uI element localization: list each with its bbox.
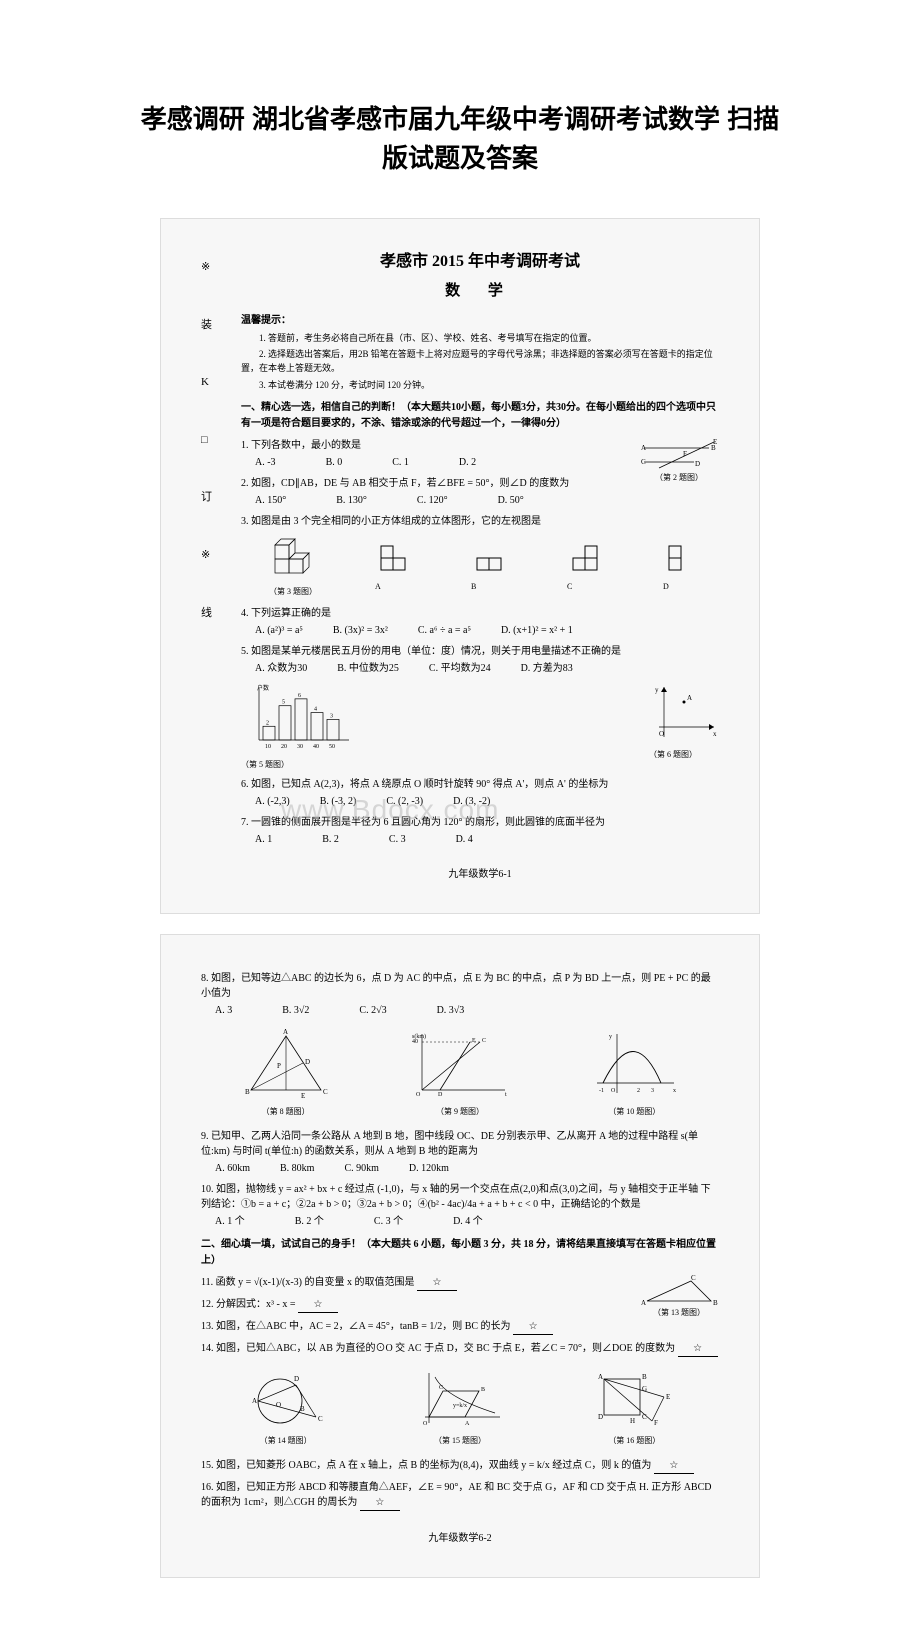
- svg-text:50: 50: [329, 744, 335, 750]
- svg-text:20: 20: [281, 744, 287, 750]
- exam-title: 孝感市 2015 年中考调研考试: [241, 249, 719, 275]
- binding-annotations: ※ 装 K □ 订 ※ 线: [201, 259, 212, 662]
- page2-footer: 九年级数学6-2: [201, 1531, 719, 1547]
- question-8: 8. 如图，已知等边△ABC 的边长为 6，点 D 为 AC 的中点，点 E 为…: [201, 971, 719, 1018]
- svg-text:C: C: [641, 458, 646, 466]
- svg-text:F: F: [683, 450, 687, 458]
- q16-figure: A B C D E F G H （第 16 题图）: [594, 1367, 674, 1448]
- svg-text:D: D: [598, 1413, 603, 1421]
- svg-text:B: B: [642, 1373, 647, 1381]
- svg-text:O: O: [423, 1421, 428, 1427]
- svg-text:O: O: [659, 730, 664, 738]
- svg-text:C: C: [318, 1415, 323, 1423]
- svg-text:y: y: [609, 1034, 612, 1040]
- svg-text:D: D: [695, 460, 700, 468]
- svg-text:4: 4: [314, 707, 317, 713]
- svg-text:3: 3: [330, 714, 333, 720]
- question-14: 14. 如图，已知△ABC，以 AB 为直径的⊙O 交 AC 于点 D，交 BC…: [201, 1341, 719, 1357]
- question-7: 7. 一圆锥的侧面展开图是半径为 6 且圆心角为 120° 的扇形，则此圆锥的底…: [241, 815, 719, 847]
- question-3: 3. 如图是由 3 个完全相同的小正方体组成的立体图形，它的左视图是 （第 3 …: [241, 514, 719, 598]
- q10-figure: -1 O 2 3 x y （第 10 题图）: [589, 1028, 679, 1119]
- hint-2: 2. 选择题选出答案后，用2B 铅笔在答题卡上将对应题号的字母代号涂黑；非选择题…: [241, 347, 719, 376]
- svg-text:G: G: [642, 1385, 647, 1393]
- svg-text:C: C: [691, 1275, 696, 1282]
- svg-text:2: 2: [637, 1088, 640, 1094]
- svg-text:B: B: [713, 1299, 718, 1307]
- section-1-header: 一、精心选一选，相信自己的判断！（本大题共10小题，每小题3分，共30分。在每小…: [241, 400, 719, 432]
- page-2-scan: 8. 如图，已知等边△ABC 的边长为 6，点 D 为 AC 的中点，点 E 为…: [160, 934, 760, 1578]
- svg-text:F: F: [654, 1419, 658, 1427]
- q2-figure: A B C D E F （第 2 题图）: [639, 438, 719, 484]
- svg-text:H: H: [630, 1417, 635, 1425]
- svg-text:D: D: [294, 1375, 299, 1383]
- q6-figure: O x y A （第 6 题图）: [649, 682, 719, 771]
- svg-text:A: A: [687, 694, 692, 702]
- question-13: 13. 如图，在△ABC 中，AC = 2，∠A = 45°，tanB = 1/…: [201, 1319, 719, 1335]
- svg-text:-1: -1: [599, 1088, 604, 1094]
- svg-text:A: A: [598, 1373, 603, 1381]
- section-2-header: 二、细心填一填，试试自己的身手！（本大题共 6 小题，每小题 3 分，共 18 …: [201, 1237, 719, 1269]
- svg-text:6: 6: [298, 693, 301, 699]
- svg-text:D: D: [305, 1058, 310, 1066]
- page-1-scan: ※ 装 K □ 订 ※ 线 孝感市 2015 年中考调研考试 数 学 温馨提示：…: [160, 218, 760, 914]
- question-1: A B C D E F （第 2 题图） 1. 下列各数中，最小的数是 A. -…: [241, 438, 719, 470]
- q13-figure: A B C （第 13 题图）: [639, 1275, 719, 1319]
- svg-text:B: B: [481, 1387, 485, 1393]
- svg-text:3: 3: [651, 1088, 654, 1094]
- svg-text:D: D: [438, 1092, 443, 1098]
- question-4: 4. 下列运算正确的是 A. (a²)³ = a⁵ B. (3x)² = 3x²…: [241, 606, 719, 638]
- svg-text:5: 5: [282, 700, 285, 706]
- hint-1: 1. 答题前，考生务必将自己所在县（市、区）、学校、姓名、考号填写在指定的位置。: [241, 331, 719, 345]
- question-9: 9. 已知甲、乙两人沿同一条公路从 A 地到 B 地，图中线段 OC、DE 分别…: [201, 1129, 719, 1176]
- document-title: 孝感调研 湖北省孝感市届九年级中考调研考试数学 扫描 版试题及答案: [60, 100, 860, 178]
- svg-text:x: x: [673, 1088, 676, 1094]
- hint-3: 3. 本试卷满分 120 分，考试时间 120 分钟。: [241, 378, 719, 392]
- svg-text:B: B: [300, 1405, 305, 1413]
- q14-figure: A B C D O （第 14 题图）: [246, 1367, 326, 1448]
- svg-text:E: E: [472, 1038, 476, 1044]
- svg-text:O: O: [611, 1088, 616, 1094]
- svg-text:E: E: [666, 1393, 670, 1401]
- q9-figure: 40 O t s(km) C E D （第 9 题图）: [410, 1028, 510, 1119]
- svg-text:40: 40: [313, 744, 319, 750]
- hint-label: 温馨提示：: [241, 313, 719, 329]
- q3-main-figure: （第 3 题图）: [269, 537, 319, 598]
- svg-text:A: A: [641, 1299, 646, 1307]
- svg-text:C: C: [482, 1038, 486, 1044]
- svg-text:B: B: [245, 1088, 250, 1096]
- svg-text:O: O: [276, 1401, 281, 1409]
- page1-footer: 九年级数学6-1: [241, 867, 719, 883]
- svg-text:E: E: [713, 438, 717, 446]
- exam-subject: 数 学: [241, 279, 719, 303]
- question-15: 15. 如图，已知菱形 OABC，点 A 在 x 轴上，点 B 的坐标为(8,4…: [201, 1458, 719, 1474]
- svg-text:10: 10: [265, 744, 271, 750]
- svg-text:C: C: [439, 1385, 443, 1391]
- svg-text:户数: 户数: [257, 684, 269, 692]
- svg-text:A: A: [465, 1421, 470, 1427]
- question-10: 10. 如图，抛物线 y = ax² + bx + c 经过点 (-1,0)，与…: [201, 1182, 719, 1229]
- svg-text:A: A: [252, 1397, 257, 1405]
- svg-text:E: E: [301, 1092, 305, 1098]
- q15-figure: O A B C y=k/x （第 15 题图）: [415, 1367, 505, 1448]
- question-6: 6. 如图，已知点 A(2,3)，将点 A 绕原点 O 顺时针旋转 90° 得点…: [241, 777, 719, 809]
- svg-text:C: C: [323, 1088, 328, 1096]
- svg-text:30: 30: [297, 744, 303, 750]
- q5-bar-chart: 户数102205306404503 （第 5 题图）: [241, 682, 361, 771]
- svg-text:A: A: [641, 444, 646, 452]
- svg-text:2: 2: [266, 720, 269, 726]
- svg-text:C: C: [642, 1413, 647, 1421]
- svg-text:A: A: [283, 1028, 288, 1036]
- svg-text:x: x: [713, 730, 717, 738]
- svg-text:y: y: [655, 686, 659, 694]
- svg-text:s(km): s(km): [412, 1033, 426, 1040]
- svg-text:y=k/x: y=k/x: [453, 1403, 467, 1409]
- svg-text:t: t: [505, 1092, 507, 1098]
- question-11: A B C （第 13 题图） 11. 函数 y = √(x-1)/(x-3) …: [201, 1275, 719, 1291]
- svg-text:O: O: [416, 1092, 421, 1098]
- question-16: 16. 如图，已知正方形 ABCD 和等腰直角△AEF，∠E = 90°，AE …: [201, 1480, 719, 1511]
- svg-text:P: P: [277, 1062, 281, 1070]
- question-5: 5. 如图是某单元楼居民五月份的用电（单位：度）情况，则关于用电量描述不正确的是…: [241, 644, 719, 771]
- q8-figure: A B C D E P （第 8 题图）: [241, 1028, 331, 1119]
